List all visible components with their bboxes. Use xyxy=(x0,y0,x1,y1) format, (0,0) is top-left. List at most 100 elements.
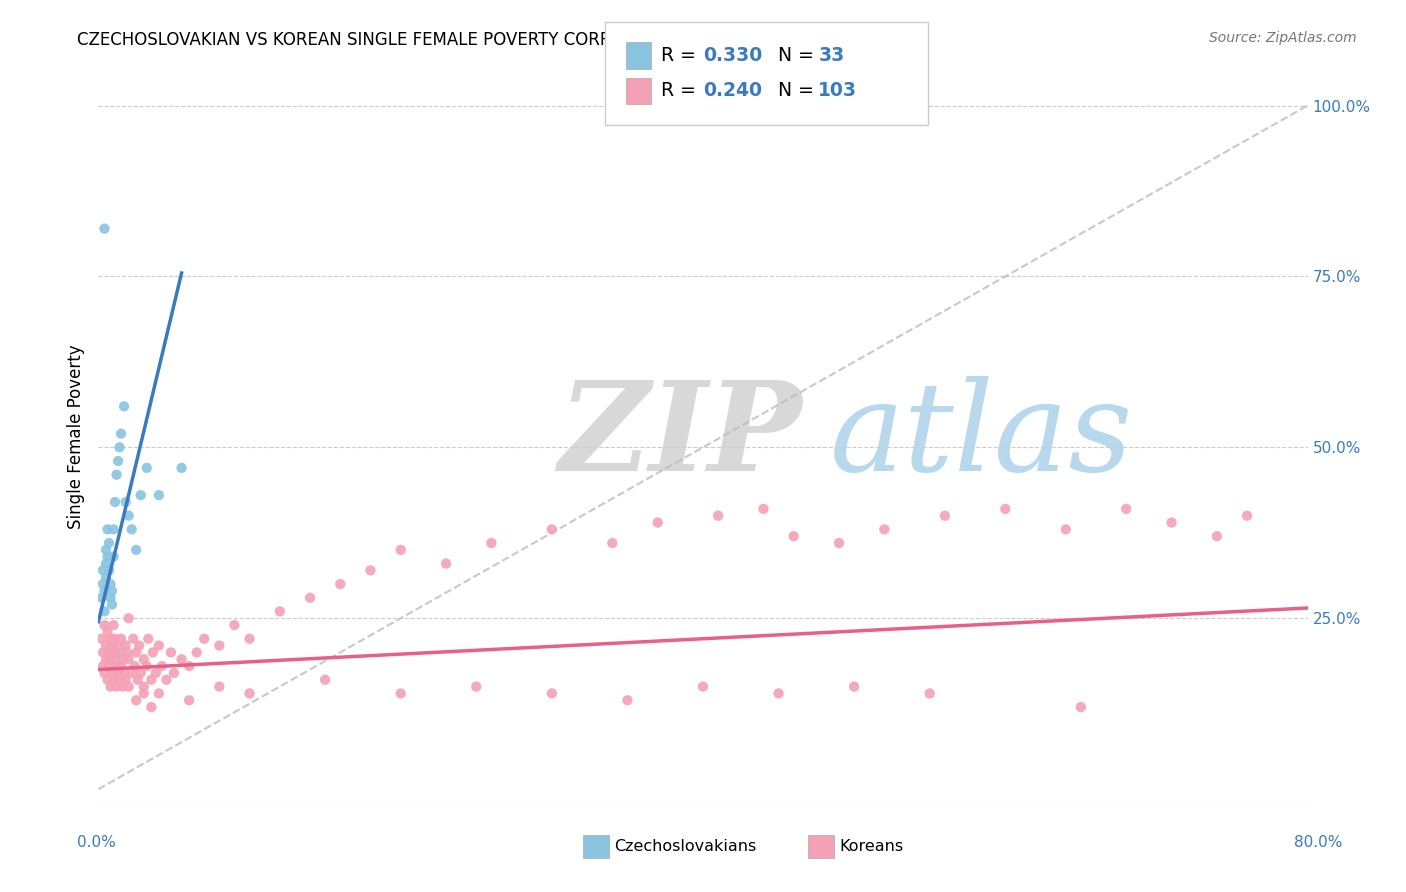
Text: R =: R = xyxy=(661,81,702,101)
Point xyxy=(96,522,118,536)
Text: 33: 33 xyxy=(818,45,845,65)
Text: 0.330: 0.330 xyxy=(703,45,762,65)
Point xyxy=(114,495,136,509)
Point xyxy=(1206,529,1229,543)
Point xyxy=(465,680,488,694)
Point xyxy=(124,659,146,673)
Point xyxy=(103,549,125,564)
Point xyxy=(135,659,157,673)
Point xyxy=(148,639,170,653)
Point xyxy=(91,563,114,577)
Point xyxy=(1115,501,1137,516)
Point xyxy=(103,522,125,536)
Point xyxy=(107,639,129,653)
Text: N =: N = xyxy=(766,45,814,65)
Point xyxy=(103,618,125,632)
Text: atlas: atlas xyxy=(830,376,1133,498)
Point xyxy=(540,686,562,700)
Point xyxy=(100,652,122,666)
Point xyxy=(752,501,775,516)
Point xyxy=(193,632,215,646)
Point xyxy=(1054,522,1077,536)
Point xyxy=(93,665,115,680)
Point xyxy=(135,460,157,475)
Point xyxy=(98,563,121,577)
Point xyxy=(90,632,112,646)
Point xyxy=(108,440,131,454)
Point xyxy=(616,693,638,707)
Text: 0.240: 0.240 xyxy=(703,81,762,101)
Point xyxy=(98,536,121,550)
Point xyxy=(269,604,291,618)
Point xyxy=(110,659,132,673)
Point xyxy=(647,516,669,530)
Point xyxy=(148,686,170,700)
Point xyxy=(115,645,138,659)
Point xyxy=(104,659,127,673)
Point xyxy=(129,488,152,502)
Point xyxy=(434,557,457,571)
Point xyxy=(141,700,163,714)
Point xyxy=(208,639,231,653)
Point xyxy=(314,673,336,687)
Point xyxy=(101,583,124,598)
Point xyxy=(170,652,193,666)
Point xyxy=(160,645,183,659)
Text: Czechoslovakians: Czechoslovakians xyxy=(614,839,756,854)
Text: R =: R = xyxy=(661,45,702,65)
Point xyxy=(299,591,322,605)
Point xyxy=(112,400,135,414)
Point xyxy=(105,652,128,666)
Point xyxy=(100,577,122,591)
Point xyxy=(107,454,129,468)
Point xyxy=(94,652,117,666)
Point xyxy=(96,673,118,687)
Point xyxy=(114,673,136,687)
Point xyxy=(783,529,806,543)
Text: Koreans: Koreans xyxy=(839,839,904,854)
Point xyxy=(122,632,145,646)
Point xyxy=(111,680,134,694)
Point xyxy=(155,673,177,687)
Point xyxy=(101,639,124,653)
Point xyxy=(141,673,163,687)
Point xyxy=(239,686,262,700)
Point xyxy=(768,686,790,700)
Point xyxy=(692,680,714,694)
Point xyxy=(118,652,141,666)
Point xyxy=(481,536,503,550)
Point xyxy=(104,495,127,509)
Text: N =: N = xyxy=(766,81,814,101)
Point xyxy=(125,693,148,707)
Point xyxy=(602,536,624,550)
Point xyxy=(107,665,129,680)
Point xyxy=(93,618,115,632)
Point xyxy=(208,680,231,694)
Point xyxy=(148,488,170,502)
Point xyxy=(934,508,956,523)
Point xyxy=(389,542,412,557)
Point xyxy=(132,686,155,700)
Point xyxy=(108,645,131,659)
Point xyxy=(360,563,382,577)
Text: Source: ZipAtlas.com: Source: ZipAtlas.com xyxy=(1209,31,1357,45)
Point xyxy=(121,665,143,680)
Point xyxy=(104,632,127,646)
Point xyxy=(239,632,262,646)
Point xyxy=(828,536,851,550)
Point xyxy=(100,591,122,605)
Point xyxy=(103,645,125,659)
Point xyxy=(224,618,246,632)
Point xyxy=(707,508,730,523)
Point xyxy=(129,665,152,680)
Point xyxy=(101,598,124,612)
Point xyxy=(118,611,141,625)
Point xyxy=(170,460,193,475)
Text: 103: 103 xyxy=(818,81,858,101)
Point xyxy=(873,522,896,536)
Y-axis label: Single Female Poverty: Single Female Poverty xyxy=(66,345,84,529)
Point xyxy=(121,522,143,536)
Text: CZECHOSLOVAKIAN VS KOREAN SINGLE FEMALE POVERTY CORRELATION CHART: CZECHOSLOVAKIAN VS KOREAN SINGLE FEMALE … xyxy=(77,31,744,49)
Point xyxy=(105,680,128,694)
Point xyxy=(1160,516,1182,530)
